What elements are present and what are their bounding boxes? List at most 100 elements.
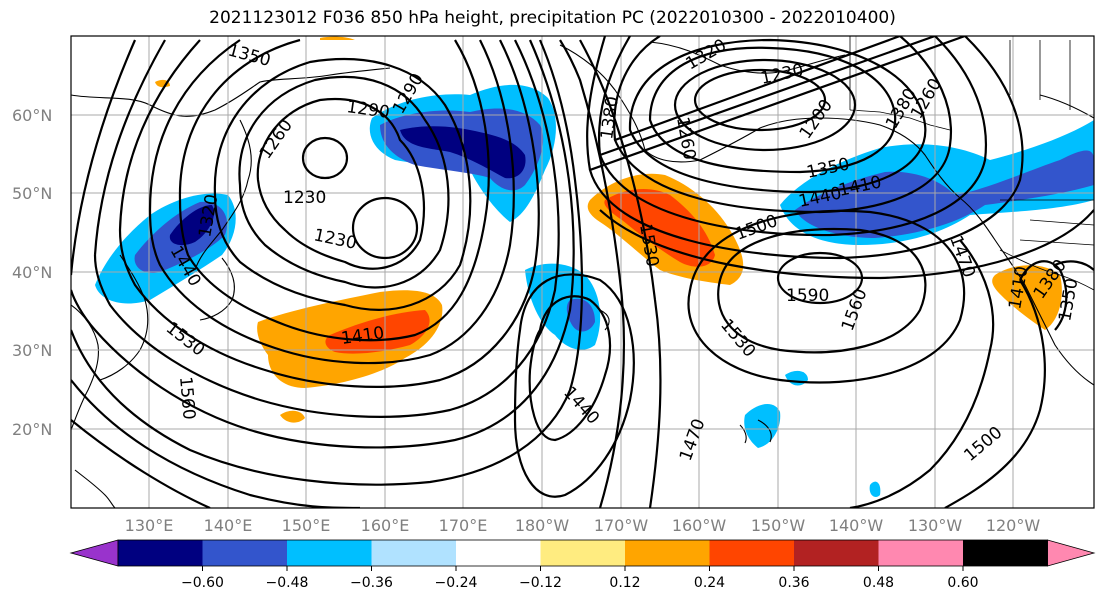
contour-1470 bbox=[71, 39, 584, 486]
coast-kamchatka bbox=[194, 119, 252, 271]
contour-label: 1560 bbox=[175, 376, 199, 421]
lon-label: 170°W bbox=[594, 516, 649, 535]
lon-label: 150°W bbox=[751, 516, 806, 535]
contour-low-2 bbox=[351, 196, 419, 260]
contour-1530-high bbox=[687, 209, 966, 384]
lat-label: 40°N bbox=[12, 263, 52, 282]
contour-1320 bbox=[178, 38, 490, 342]
border-provinces bbox=[1009, 40, 1071, 110]
contour-1440-east bbox=[599, 209, 1094, 280]
colorbar-tick-label: 0.24 bbox=[694, 575, 725, 591]
lon-label: 170°E bbox=[439, 516, 488, 535]
colorbar-tick-label: −0.12 bbox=[519, 575, 562, 591]
precip-pos-red-2 bbox=[604, 188, 715, 267]
coast-alaska-northamerica bbox=[559, 44, 1094, 386]
coast-bering bbox=[649, 41, 846, 74]
precip-pos-orange-6 bbox=[320, 36, 355, 40]
contour-1260 bbox=[238, 75, 450, 289]
colorbar-bin bbox=[202, 540, 287, 566]
colorbar-tick-label: 0.60 bbox=[947, 575, 978, 591]
colorbar-bin bbox=[625, 540, 710, 566]
map-frame bbox=[70, 35, 1095, 509]
colorbar-frame bbox=[117, 539, 1048, 567]
lon-label: 140°W bbox=[829, 516, 884, 535]
lon-label: 150°E bbox=[282, 516, 331, 535]
colorbar-bin bbox=[456, 540, 541, 566]
contour-1230 bbox=[256, 98, 426, 270]
contour-1470-east bbox=[849, 239, 995, 508]
colorbar-extend-max bbox=[1047, 539, 1096, 567]
contour-1380 bbox=[118, 39, 540, 388]
colorbar-bin bbox=[287, 540, 372, 566]
lon-label: 140°E bbox=[204, 516, 253, 535]
border-canada-se bbox=[849, 109, 951, 131]
colorbar-extend-min bbox=[69, 539, 119, 567]
longitude-labels: 130°E 140°E 150°E 160°E 170°E 180°W 170°… bbox=[125, 516, 1041, 535]
colorbar-bin bbox=[963, 540, 1048, 566]
contour-1410 bbox=[93, 39, 560, 418]
contour-1320-east bbox=[628, 38, 927, 194]
contour-high-1590 bbox=[776, 251, 864, 305]
colorbar-tick-label: −0.60 bbox=[181, 575, 224, 591]
map-title: 2021123012 F036 850 hPa height, precipit… bbox=[209, 8, 896, 28]
contour-1440-trough bbox=[528, 295, 612, 442]
height-contours bbox=[71, 36, 1094, 508]
colorbar-tick-label: −0.36 bbox=[350, 575, 393, 591]
colorbar-tick-label: −0.48 bbox=[266, 575, 309, 591]
colorbar-bin bbox=[794, 540, 879, 566]
contour-low-east-1 bbox=[693, 68, 827, 132]
contour-low-east-2 bbox=[673, 58, 857, 152]
coast-philippines bbox=[74, 469, 116, 508]
coast-hawaii-1 bbox=[739, 424, 747, 444]
coast-japan bbox=[99, 254, 149, 381]
contour-1500 bbox=[71, 39, 626, 508]
borders bbox=[849, 36, 1094, 291]
lon-label: 130°E bbox=[125, 516, 174, 535]
colorbar-bin bbox=[371, 540, 456, 566]
contour-low-1 bbox=[301, 136, 349, 180]
lon-label: 160°E bbox=[361, 516, 410, 535]
colorbar-bin bbox=[540, 540, 625, 566]
contour-1380-east bbox=[597, 36, 987, 237]
lon-label: 160°W bbox=[672, 516, 727, 535]
coast-canada-north bbox=[1039, 94, 1094, 119]
precipitation-shading bbox=[95, 36, 1094, 497]
contour-label: 1230 bbox=[283, 188, 326, 208]
contour-1410-east bbox=[586, 36, 1024, 260]
precip-pos-orange-4 bbox=[992, 265, 1062, 330]
contour-1290-east bbox=[648, 46, 897, 174]
coast-siberia bbox=[71, 67, 391, 117]
lat-label: 50°N bbox=[12, 184, 52, 203]
colorbar-tick-label: 0.36 bbox=[778, 575, 809, 591]
colorbar-bin bbox=[878, 540, 963, 566]
contour-1530 bbox=[71, 39, 662, 508]
colorbar-bin bbox=[118, 540, 203, 566]
colorbar-tick-label: −0.24 bbox=[435, 575, 478, 591]
border-us-states bbox=[999, 249, 1094, 291]
contour-label: 1590 bbox=[786, 286, 829, 306]
lat-label: 20°N bbox=[12, 420, 52, 439]
contour-1290 bbox=[213, 58, 472, 311]
lat-label: 60°N bbox=[12, 106, 52, 125]
lon-label: 180°W bbox=[515, 516, 570, 535]
precip-pos-orange-3 bbox=[280, 410, 305, 423]
precip-neg-dark-2 bbox=[169, 205, 215, 246]
colorbar-tick-label: 0.48 bbox=[863, 575, 894, 591]
precip-neg-mid-3 bbox=[795, 150, 1094, 238]
lon-label: 120°W bbox=[986, 516, 1041, 535]
contour-1410-ne bbox=[1019, 260, 1068, 331]
contour-1350-east bbox=[613, 36, 952, 214]
contour-1440 bbox=[71, 39, 575, 449]
lat-label: 30°N bbox=[12, 341, 52, 360]
latitude-labels: 60°N 50°N 40°N 30°N 20°N bbox=[12, 106, 52, 439]
colorbar-tick-label: 0.12 bbox=[609, 575, 640, 591]
colorbar-bin bbox=[709, 540, 794, 566]
precip-neg-light-7 bbox=[869, 481, 881, 497]
contour-1560-high bbox=[717, 227, 927, 354]
colorbar-ticks bbox=[202, 566, 964, 571]
contour-1500-east bbox=[944, 279, 1046, 508]
contour-1350-ne bbox=[1054, 260, 1094, 271]
colorbar: −0.60 −0.48 −0.36 −0.24 −0.12 0.12 0.24 … bbox=[69, 539, 1096, 591]
precip-pos-red-1 bbox=[325, 310, 430, 354]
